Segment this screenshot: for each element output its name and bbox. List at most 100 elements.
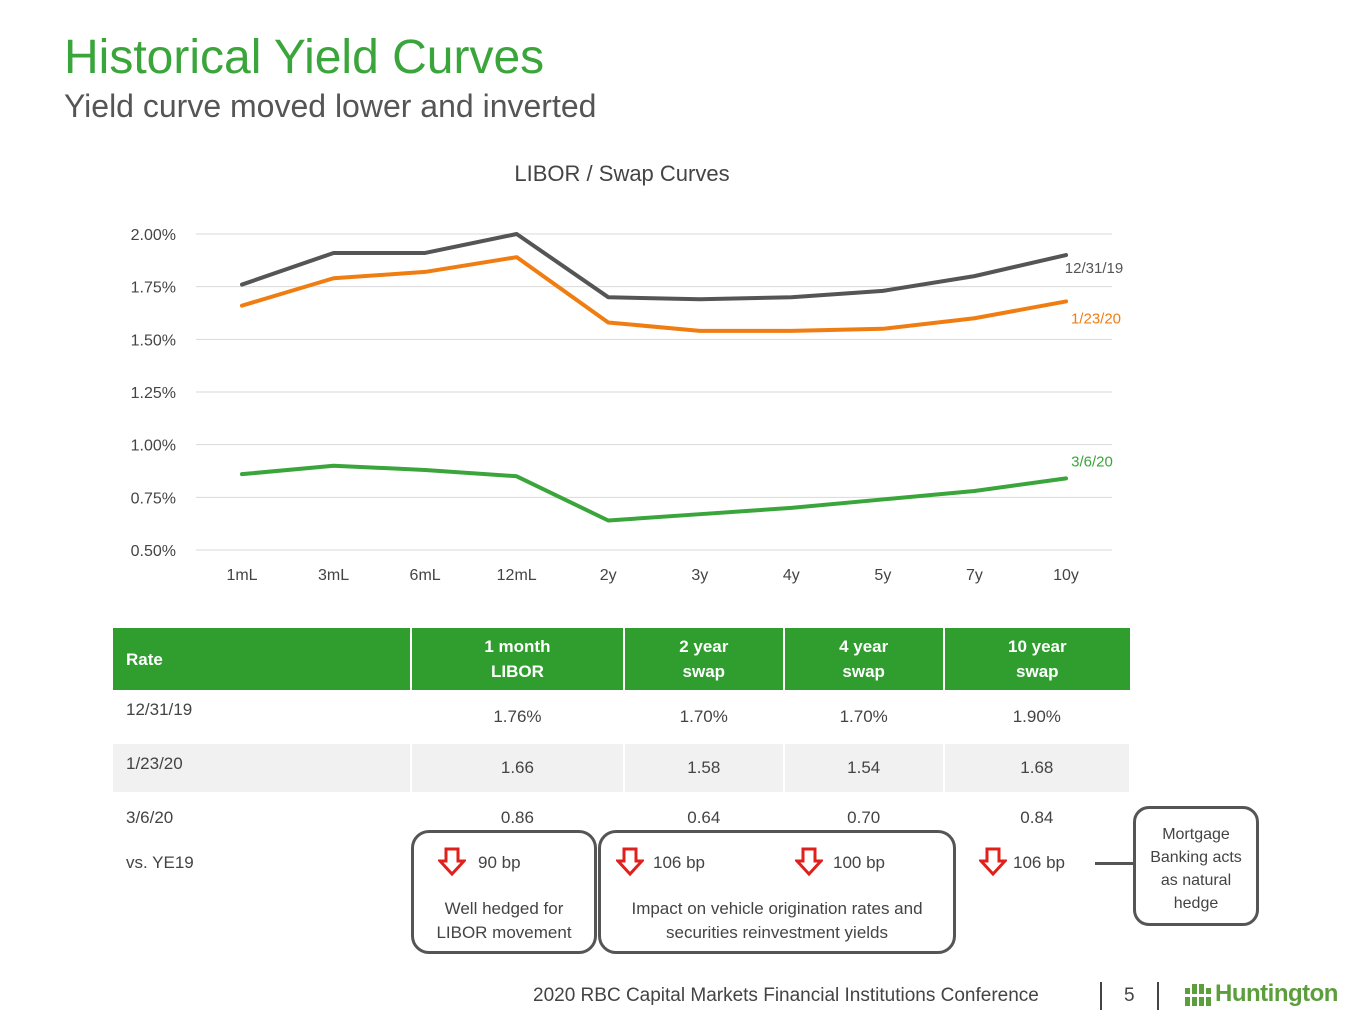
y-tick-label: 1.50% [131, 332, 176, 349]
huntington-logo: Huntington [1185, 980, 1338, 1008]
down-arrow-icon [616, 847, 644, 877]
logo-wordmark: Huntington [1215, 980, 1338, 1007]
data-point [1064, 476, 1068, 480]
cell-2y: 1.70% [623, 690, 785, 744]
change-row-label: vs. YE19 [126, 853, 194, 872]
series-label: 1/23/20 [1071, 310, 1121, 327]
table-header-row: Rate 1 month LIBOR 2 year swap 4 year swap … [113, 628, 1130, 690]
data-point [606, 320, 610, 324]
y-tick-label: 2.00% [131, 227, 176, 244]
x-tick-label: 4y [783, 567, 800, 584]
cell-10y: 0.84 [943, 792, 1132, 840]
footer-divider [1157, 982, 1159, 1010]
data-point [698, 297, 702, 301]
libor-note-line2: LIBOR movement [436, 923, 572, 942]
row-label: 12/31/19 [113, 690, 412, 744]
header-1m-line2: LIBOR [490, 662, 544, 681]
series-line-1 [240, 255, 1068, 333]
data-point [423, 270, 427, 274]
y-tick-label: 0.50% [131, 543, 176, 560]
header-10y-line2: swap [1016, 662, 1059, 681]
footer-conference: 2020 RBC Capital Markets Financial Insti… [533, 985, 1039, 1006]
series-label: 3/6/20 [1071, 453, 1113, 470]
data-point [606, 519, 610, 523]
change-10y: 106 bp [1013, 853, 1065, 872]
chart-title: LIBOR / Swap Curves [514, 161, 729, 186]
x-tick-label: 7y [966, 567, 983, 584]
data-point [240, 304, 244, 308]
header-1m-line1: 1 month [484, 637, 551, 656]
data-point [881, 327, 885, 331]
data-point [789, 295, 793, 299]
x-tick-label: 5y [874, 567, 891, 584]
data-point [881, 289, 885, 293]
mortgage-note-line2: Banking acts [1150, 849, 1242, 866]
header-4y-swap: 4 year swap [783, 628, 945, 690]
swap-callout-box [598, 830, 956, 954]
down-arrow-icon [795, 847, 823, 877]
row-label: 3/6/20 [113, 792, 412, 840]
slide-subtitle: Yield curve moved lower and inverted [64, 88, 597, 124]
cell-4y: 1.54 [783, 744, 945, 792]
callout-connector [1095, 862, 1135, 865]
row-label: 1/23/20 [113, 744, 412, 792]
swap-note-line1: Impact on vehicle origination rates and [631, 899, 923, 918]
swap-note-line2: securities reinvestment yields [665, 923, 889, 942]
data-point [698, 512, 702, 516]
header-rate: Rate [113, 628, 412, 690]
data-point [1064, 299, 1068, 303]
cell-1m: 1.66 [411, 744, 625, 792]
y-tick-label: 1.00% [131, 438, 176, 455]
slide-title: Historical Yield Curves [64, 31, 545, 84]
page-number: 5 [1124, 985, 1135, 1006]
rates-table: Rate 1 month LIBOR 2 year swap 4 year swap … [113, 628, 1132, 840]
footer-divider [1100, 982, 1102, 1010]
header-2y-line1: 2 year [679, 637, 729, 656]
data-point [332, 276, 336, 280]
series-line-2 [240, 463, 1068, 523]
data-point [240, 472, 244, 476]
cell-2y: 1.58 [623, 744, 785, 792]
data-point [972, 316, 976, 320]
data-point [972, 274, 976, 278]
header-1m-libor: 1 month LIBOR [411, 628, 625, 690]
libor-callout-text: Well hedged for LIBOR movement [414, 897, 594, 945]
cell-10y: 1.68 [943, 744, 1132, 792]
header-10y-line1: 10 year [1008, 637, 1067, 656]
y-tick-label: 1.25% [131, 385, 176, 402]
table-row: 3/6/20 0.86 0.64 0.70 0.84 [113, 792, 1132, 840]
mortgage-callout-box: Mortgage Banking acts as natural hedge [1133, 806, 1259, 926]
mortgage-note-line3: as natural [1160, 872, 1232, 889]
y-tick-label: 0.75% [131, 490, 176, 507]
table-row: 1/23/20 1.66 1.58 1.54 1.68 [113, 744, 1132, 792]
cell-10y: 1.90% [943, 690, 1132, 744]
swap-callout-text: Impact on vehicle origination rates and … [601, 897, 953, 945]
data-point [332, 251, 336, 255]
data-point [972, 489, 976, 493]
header-10y-swap: 10 year swap [943, 628, 1130, 690]
y-tick-label: 1.75% [131, 280, 176, 297]
data-point [515, 255, 519, 259]
data-point [789, 506, 793, 510]
cell-4y: 1.70% [783, 690, 945, 744]
data-point [423, 251, 427, 255]
data-point [515, 232, 519, 236]
libor-note-line1: Well hedged for [444, 899, 564, 918]
x-tick-label: 12mL [497, 567, 537, 584]
x-tick-label: 3mL [318, 567, 349, 584]
x-tick-label: 2y [600, 567, 617, 584]
header-2y-swap: 2 year swap [623, 628, 785, 690]
x-tick-label: 1mL [226, 567, 257, 584]
data-point [240, 283, 244, 287]
down-arrow-icon [438, 847, 466, 877]
yield-curve-chart: LIBOR / Swap Curves 2.00% 1.75% 1.50% 1.25% 1… [131, 161, 1124, 584]
change-4y: 100 bp [833, 853, 885, 872]
change-2y: 106 bp [653, 853, 705, 872]
mortgage-note-line1: Mortgage [1162, 826, 1230, 843]
x-tick-label: 3y [691, 567, 708, 584]
x-tick-label: 6mL [410, 567, 441, 584]
mortgage-note-line4: hedge [1173, 895, 1219, 912]
data-point [423, 468, 427, 472]
cell-1m: 1.76% [411, 690, 625, 744]
data-point [332, 464, 336, 468]
